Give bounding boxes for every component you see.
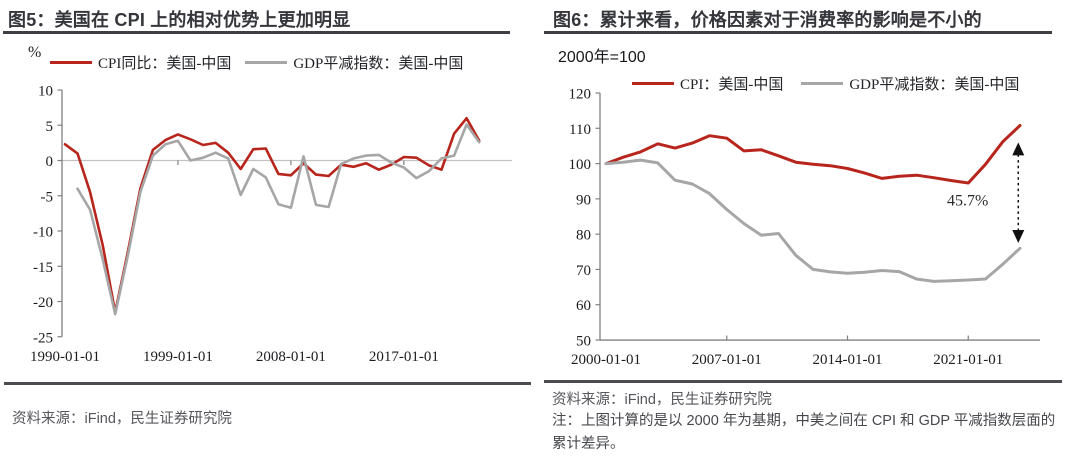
y-tick-label: 10	[38, 84, 53, 100]
figure6-legend: CPI：美国-中国 GDP平减指数：美国-中国	[632, 73, 1019, 94]
x-tick-label: 2021-01-01	[933, 352, 1003, 368]
annotation-label: 45.7%	[947, 193, 988, 210]
y-tick-label: -5	[41, 189, 54, 205]
y-tick-label: 0	[46, 154, 54, 170]
red-line-swatch	[50, 61, 92, 64]
y-tick-label: 120	[569, 87, 592, 103]
figure5-legend-item-deflator: GDP平减指数：美国-中国	[245, 52, 463, 73]
figure6-legend-item-cpi: CPI：美国-中国	[632, 73, 783, 94]
figure5-legend-label-deflator: GDP平减指数：美国-中国	[293, 56, 464, 72]
x-tick-label: 2008-01-01	[256, 349, 326, 365]
y-tick-label: 80	[576, 228, 591, 244]
red-line-swatch	[632, 82, 674, 85]
gdp-deflator-series-line	[604, 158, 1022, 283]
gdp-deflator-series-line	[76, 123, 481, 316]
y-tick-label: 5	[46, 119, 54, 135]
annotation-arrowhead-down	[1012, 229, 1025, 243]
cpi-series-line	[63, 116, 481, 314]
cpi-series-line	[604, 124, 1022, 185]
x-tick-label: 1990-01-01	[30, 349, 100, 365]
figure5-unit-label: %	[28, 44, 42, 61]
figure5-bottom-rule	[4, 382, 531, 385]
figure6-note: 注：上图计算的是以 2000 年为基期，中美之间在 CPI 和 GDP 平减指数…	[552, 413, 1056, 453]
y-tick-label: -10	[33, 225, 53, 241]
figure5-title: 图5：美国在 CPI 上的相对优势上更加明显	[8, 10, 351, 30]
y-tick-label: 100	[569, 157, 592, 173]
x-tick-label: 2017-01-01	[369, 349, 439, 365]
annotation-arrowhead-up	[1012, 142, 1025, 156]
gray-line-swatch	[245, 61, 288, 64]
figure5-source: 资料来源：iFind，民生证券研究院	[12, 411, 232, 427]
x-tick-label: 1999-01-01	[143, 349, 213, 365]
figure6-bottom-rule	[544, 380, 1062, 383]
figure6-title-rule	[544, 31, 1052, 34]
figure6-source: 资料来源：iFind，民生证券研究院	[552, 392, 772, 408]
figure6-base-label: 2000年=100	[558, 49, 646, 66]
figure6-legend-label-cpi: CPI：美国-中国	[680, 77, 784, 93]
x-tick-label: 2007-01-01	[692, 352, 762, 368]
y-tick-label: 60	[576, 298, 591, 314]
figure5-legend-label-cpi: CPI同比：美国-中国	[98, 56, 232, 72]
figure5-legend: CPI同比：美国-中国 GDP平减指数：美国-中国	[50, 52, 463, 73]
figure6-line-chart: 120 110 100 90 80 70 60 50 2000-01-01 2007-01-01 2…	[569, 87, 1040, 368]
y-tick-label: 50	[576, 334, 591, 350]
x-tick-label: 2014-01-01	[813, 352, 883, 368]
figure6-title: 图6：累计来看，价格因素对于消费率的影响是不小的	[553, 10, 982, 30]
y-tick-label: 70	[576, 263, 591, 279]
x-tick-label: 2000-01-01	[571, 352, 641, 368]
y-tick-label: -20	[33, 295, 53, 311]
figure5-title-rule	[3, 31, 510, 34]
y-tick-label: -25	[33, 330, 53, 346]
y-tick-label: -15	[33, 260, 53, 276]
figure5-legend-item-cpi: CPI同比：美国-中国	[50, 52, 231, 73]
figure6-legend-label-deflator: GDP平减指数：美国-中国	[849, 77, 1020, 93]
figure5-line-chart: 10 5 0 -5 -10 -15 -20 -25 1990-01-01 1999-01-01 20…	[30, 84, 512, 365]
gray-line-swatch	[801, 82, 844, 85]
y-tick-label: 110	[569, 122, 591, 138]
figure6-legend-item-deflator: GDP平减指数：美国-中国	[801, 73, 1019, 94]
y-tick-label: 90	[576, 192, 591, 208]
